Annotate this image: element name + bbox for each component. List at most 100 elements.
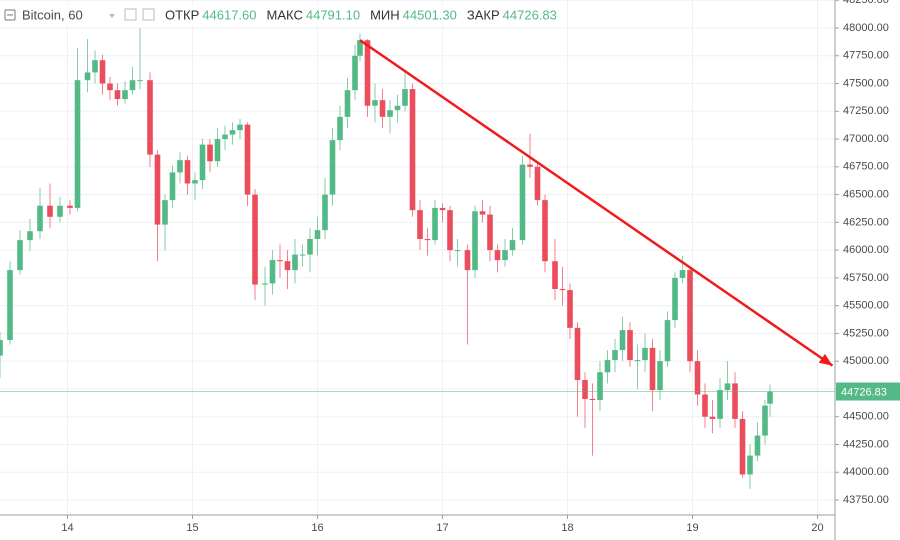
candle-body (329, 140, 336, 195)
candle-body (47, 205, 53, 217)
candle-body (409, 89, 416, 211)
trendline-arrowhead (818, 353, 833, 366)
candle-body (352, 55, 358, 91)
y-tick-label: 46000.00 (843, 244, 889, 256)
candle-body (237, 124, 243, 131)
candle-body (694, 361, 701, 395)
collapse-icon[interactable] (4, 9, 16, 21)
candle-body (417, 210, 423, 240)
candle-body (307, 239, 313, 255)
candle-body (519, 164, 526, 241)
candle-body (252, 194, 258, 285)
y-tick-label: 45000.00 (843, 355, 889, 367)
candle-body (177, 160, 183, 173)
candle-body (7, 270, 13, 341)
candle-body (107, 83, 113, 91)
candle-body (379, 100, 386, 117)
y-tick-label: 45500.00 (843, 300, 889, 312)
candle-body (169, 172, 176, 201)
legend-label: МИН (370, 7, 400, 22)
candle-body (534, 166, 541, 201)
candle-body (739, 418, 746, 475)
candle-body (122, 90, 128, 100)
candle-body (424, 239, 431, 241)
candle-body (99, 60, 106, 84)
candle-body (314, 230, 321, 240)
candle-body (642, 347, 648, 361)
last-price-label: 44726.83 (841, 386, 887, 398)
x-tick-label: 17 (436, 522, 448, 534)
y-tick-label: 45750.00 (843, 272, 889, 284)
candle-body (679, 270, 686, 278)
candle-body (364, 40, 371, 106)
candle-body (284, 261, 291, 271)
candle-body (37, 205, 43, 232)
candle-body (262, 283, 268, 285)
candle-body (147, 80, 153, 155)
candle-body (92, 60, 98, 73)
candle-body (337, 116, 343, 141)
candle-body (394, 105, 401, 111)
y-tick-label: 45250.00 (843, 327, 889, 339)
candle-body (137, 80, 143, 82)
y-tick-label: 46500.00 (843, 188, 889, 200)
candle-body (17, 240, 23, 271)
x-tick-label: 20 (811, 522, 823, 534)
candle-body (162, 200, 168, 225)
candle-body (767, 391, 773, 404)
candle-body (0, 340, 3, 356)
candle-body (432, 207, 438, 241)
settings-icon[interactable] (124, 8, 137, 21)
y-tick-label: 44250.00 (843, 438, 889, 450)
dropdown-icon[interactable] (109, 14, 115, 18)
candle-body (717, 390, 723, 419)
legend-value: 44726.83 (503, 7, 557, 22)
candle-body (479, 211, 486, 215)
candle-body (502, 250, 508, 261)
y-tick-label: 47250.00 (843, 105, 889, 117)
candle-body (559, 288, 566, 291)
candle-body (542, 200, 548, 262)
candle-body (277, 260, 283, 262)
candle-body (454, 250, 461, 252)
candle-body (192, 180, 198, 184)
legend-label: МАКС (267, 7, 303, 22)
candle-body (732, 383, 738, 419)
candle-body (487, 214, 493, 251)
legend-value: 44501.30 (403, 7, 457, 22)
y-tick-label: 47750.00 (843, 50, 889, 62)
candle-body (552, 261, 558, 289)
y-tick-label: 44000.00 (843, 466, 889, 478)
last-price-box (836, 382, 900, 401)
header-bg (0, 4, 470, 26)
candle-body (114, 90, 121, 100)
candle-body (299, 254, 306, 256)
candle-body (597, 372, 603, 401)
ohlc-legend: ОТКР 44617.60 МАКС 44791.10 МИН 44501.30 ЗАКР 4… (165, 7, 557, 22)
x-tick-label: 19 (686, 522, 698, 534)
candle-body (322, 194, 328, 231)
candle-body (357, 40, 363, 56)
x-tick-label: 15 (186, 522, 198, 534)
candle-body (199, 144, 206, 181)
candle-body (344, 90, 351, 117)
candle-body (129, 80, 136, 91)
candle-body (702, 394, 708, 417)
candle-body (27, 231, 33, 241)
candle-body (74, 80, 81, 208)
hide-icon[interactable] (142, 8, 155, 21)
y-tick-label: 48000.00 (843, 22, 889, 34)
candle-body (244, 124, 251, 195)
candle-body (387, 110, 393, 117)
candle-body (687, 270, 693, 362)
candle-body (494, 250, 501, 261)
candle-body (612, 350, 618, 361)
candle-body (604, 360, 611, 373)
y-tick-label: 48250.00 (843, 0, 889, 6)
candle-body (67, 205, 73, 208)
candle-body (657, 361, 663, 391)
candle-body (527, 164, 533, 167)
y-tick-label: 44500.00 (843, 411, 889, 423)
candle-body (574, 327, 581, 381)
candle-body (709, 416, 716, 419)
